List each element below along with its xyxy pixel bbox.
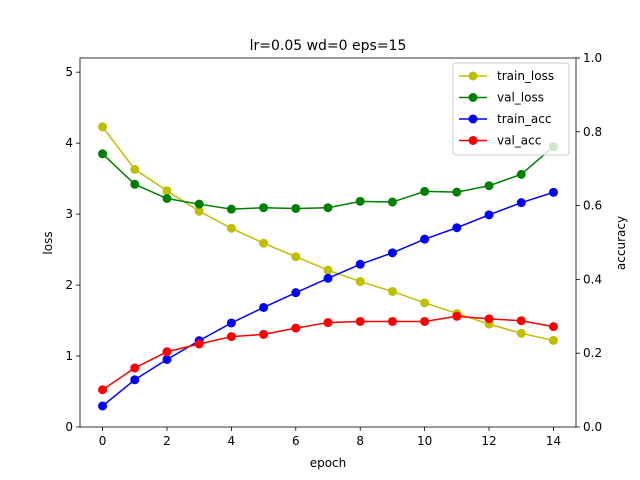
data-point-val_loss-1	[130, 179, 140, 189]
data-point-train_acc-13	[516, 198, 526, 208]
data-point-train_acc-1	[130, 375, 140, 385]
data-point-train_loss-2	[162, 186, 172, 196]
data-point-val_acc-7	[323, 318, 333, 328]
legend-label-train_acc: train_acc	[497, 112, 551, 126]
y-axis-label-right: accuracy	[614, 216, 628, 270]
y-tick-label-right: 0.4	[583, 272, 602, 286]
plot-area	[98, 122, 558, 411]
data-point-train_acc-7	[323, 273, 333, 283]
y-tick-label-left: 2	[65, 278, 73, 292]
data-point-train_loss-14	[548, 335, 558, 345]
data-point-val_acc-11	[452, 311, 462, 321]
data-point-train_acc-5	[259, 302, 269, 312]
data-point-val_loss-11	[452, 187, 462, 197]
y-tick-label-left: 0	[65, 420, 73, 434]
data-point-train_acc-8	[355, 259, 365, 269]
data-point-val_loss-4	[226, 204, 236, 214]
data-point-train_loss-13	[516, 328, 526, 338]
x-tick-label: 0	[99, 434, 107, 448]
data-point-val_loss-5	[259, 203, 269, 213]
data-point-train_loss-0	[98, 122, 108, 132]
x-tick-label: 4	[228, 434, 236, 448]
legend-marker-train_loss	[468, 71, 478, 81]
data-point-train_loss-6	[291, 252, 301, 262]
data-point-train_loss-7	[323, 265, 333, 275]
data-point-train_acc-12	[484, 210, 494, 220]
data-point-val_acc-12	[484, 314, 494, 324]
x-tick-label: 6	[292, 434, 300, 448]
legend-marker-val_acc	[468, 136, 478, 145]
data-point-train_acc-11	[452, 223, 462, 233]
chart-title: lr=0.05 wd=0 eps=15	[250, 38, 407, 54]
data-point-train_acc-0	[98, 401, 108, 411]
legend-label-train_loss: train_loss	[497, 69, 554, 83]
data-point-val_loss-13	[516, 169, 526, 179]
x-tick-label: 2	[163, 434, 171, 448]
data-point-val_acc-8	[355, 316, 365, 326]
data-point-val_acc-3	[194, 339, 204, 349]
data-point-val_acc-4	[226, 332, 236, 342]
data-point-train_acc-6	[291, 288, 301, 298]
data-point-val_loss-12	[484, 181, 494, 191]
x-tick-label: 8	[356, 434, 364, 448]
data-point-val_acc-6	[291, 323, 301, 333]
y-tick-label-right: 0.6	[583, 199, 602, 213]
legend-marker-train_acc	[468, 114, 478, 124]
y-tick-label-left: 1	[65, 349, 73, 363]
data-point-train_acc-14	[548, 187, 558, 197]
data-point-val_loss-6	[291, 203, 301, 213]
y-axis-label-left: loss	[41, 231, 55, 254]
data-point-train_acc-4	[226, 318, 236, 328]
data-point-val_acc-2	[162, 347, 172, 357]
x-tick-label: 10	[417, 434, 432, 448]
data-point-val_acc-14	[548, 322, 558, 332]
data-point-val_acc-13	[516, 316, 526, 326]
data-point-val_acc-1	[130, 363, 140, 373]
data-point-train_loss-1	[130, 164, 140, 174]
data-point-train_loss-4	[226, 223, 236, 233]
axes-frame	[79, 57, 577, 428]
y-tick-label-left: 3	[65, 207, 73, 221]
legend-label-val_loss: val_loss	[497, 91, 544, 105]
data-point-train_acc-2	[162, 354, 172, 364]
data-point-val_loss-3	[194, 199, 204, 209]
data-point-val_loss-0	[98, 149, 108, 159]
data-point-train_loss-5	[259, 238, 269, 248]
y-tick-label-left: 5	[65, 65, 73, 79]
data-point-train_acc-9	[387, 248, 397, 258]
data-point-val_loss-10	[420, 186, 430, 196]
data-point-val_loss-7	[323, 203, 333, 213]
data-point-train_loss-9	[387, 286, 397, 296]
data-point-val_loss-2	[162, 194, 172, 203]
x-tick-label: 12	[481, 434, 496, 448]
data-point-val_acc-10	[420, 316, 430, 326]
data-point-train_loss-3	[194, 206, 204, 216]
data-point-train_loss-10	[420, 298, 430, 308]
y-tick-label-right: 0.2	[583, 346, 602, 360]
legend-label-val_acc: val_acc	[497, 134, 541, 148]
data-point-train_acc-10	[420, 234, 430, 244]
data-point-val_acc-5	[259, 329, 269, 339]
data-point-val_acc-0	[98, 385, 108, 395]
x-axis-label: epoch	[310, 456, 347, 470]
legend-box	[452, 62, 570, 156]
data-point-val_acc-9	[387, 316, 397, 326]
y-tick-label-right: 0.0	[583, 420, 602, 434]
y-tick-label-right: 1.0	[583, 51, 602, 65]
legend-marker-val_loss	[468, 93, 478, 102]
data-point-val_loss-9	[387, 197, 397, 207]
y-tick-label-left: 4	[65, 136, 73, 150]
y-tick-label-right: 0.8	[583, 125, 602, 139]
data-point-val_loss-8	[355, 196, 365, 206]
data-point-train_loss-8	[355, 277, 365, 287]
x-tick-label: 14	[546, 434, 561, 448]
legend: train_loss val_loss train_acc val_acc	[452, 62, 570, 156]
